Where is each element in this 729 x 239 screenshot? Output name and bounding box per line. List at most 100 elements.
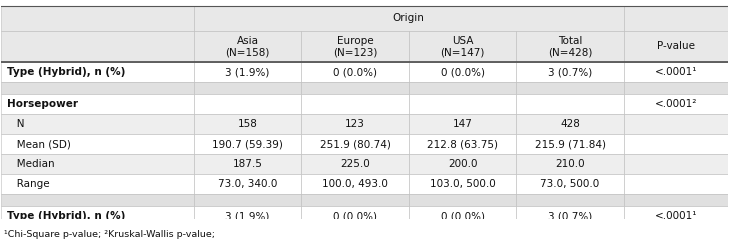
Bar <box>516 94 624 114</box>
Text: 158: 158 <box>238 119 257 129</box>
Text: 0 (0.0%): 0 (0.0%) <box>333 211 377 221</box>
Text: Origin: Origin <box>393 13 425 23</box>
Bar <box>1 62 194 82</box>
Bar <box>516 154 624 174</box>
Text: <.0001¹: <.0001¹ <box>655 211 697 221</box>
Bar <box>194 134 301 154</box>
Text: 200.0: 200.0 <box>448 159 477 169</box>
Text: Type (Hybrid), n (%): Type (Hybrid), n (%) <box>7 67 125 77</box>
Bar <box>409 31 516 62</box>
Bar <box>1 134 194 154</box>
Bar <box>516 114 624 134</box>
Bar <box>194 31 301 62</box>
Text: 3 (1.9%): 3 (1.9%) <box>225 67 270 77</box>
Bar <box>301 134 409 154</box>
Text: Mean (SD): Mean (SD) <box>7 139 71 149</box>
Bar <box>301 82 409 94</box>
Bar <box>194 194 301 206</box>
Bar <box>624 94 728 114</box>
Bar <box>409 154 516 174</box>
Text: 3 (0.7%): 3 (0.7%) <box>548 211 592 221</box>
Bar <box>624 134 728 154</box>
Text: 0 (0.0%): 0 (0.0%) <box>440 211 485 221</box>
Text: 123: 123 <box>345 119 365 129</box>
Bar <box>516 134 624 154</box>
Text: 73.0, 340.0: 73.0, 340.0 <box>218 179 277 189</box>
Bar <box>301 62 409 82</box>
Text: USA
(N=147): USA (N=147) <box>440 36 485 57</box>
Bar <box>194 62 301 82</box>
Text: Asia
(N=158): Asia (N=158) <box>225 36 270 57</box>
Bar <box>516 194 624 206</box>
Bar <box>301 114 409 134</box>
Bar <box>409 206 516 226</box>
Text: Median: Median <box>7 159 55 169</box>
Bar <box>516 206 624 226</box>
Bar <box>409 82 516 94</box>
Bar <box>1 94 194 114</box>
Text: 0 (0.0%): 0 (0.0%) <box>333 67 377 77</box>
Bar <box>624 194 728 206</box>
Bar <box>1 154 194 174</box>
Text: 147: 147 <box>453 119 472 129</box>
Bar <box>301 94 409 114</box>
Bar <box>624 114 728 134</box>
Bar <box>409 94 516 114</box>
Bar <box>194 154 301 174</box>
Bar <box>624 6 728 31</box>
Text: 73.0, 500.0: 73.0, 500.0 <box>540 179 600 189</box>
Bar <box>194 114 301 134</box>
Text: 190.7 (59.39): 190.7 (59.39) <box>212 139 283 149</box>
Bar <box>1 174 194 194</box>
Bar <box>624 174 728 194</box>
Bar <box>1 82 194 94</box>
Text: Total
(N=428): Total (N=428) <box>547 36 592 57</box>
Bar <box>194 94 301 114</box>
Bar <box>409 194 516 206</box>
Text: 251.9 (80.74): 251.9 (80.74) <box>319 139 391 149</box>
Text: <.0001²: <.0001² <box>655 99 697 109</box>
Text: 3 (1.9%): 3 (1.9%) <box>225 211 270 221</box>
Text: 215.9 (71.84): 215.9 (71.84) <box>534 139 606 149</box>
Text: Range: Range <box>7 179 50 189</box>
Bar <box>301 174 409 194</box>
Bar <box>301 31 409 62</box>
Text: 100.0, 493.0: 100.0, 493.0 <box>322 179 388 189</box>
Bar <box>624 154 728 174</box>
Bar <box>194 174 301 194</box>
Bar <box>409 174 516 194</box>
Text: 187.5: 187.5 <box>233 159 262 169</box>
Bar <box>624 82 728 94</box>
Text: Europe
(N=123): Europe (N=123) <box>333 36 377 57</box>
Text: 428: 428 <box>560 119 580 129</box>
Bar <box>301 194 409 206</box>
Text: 212.8 (63.75): 212.8 (63.75) <box>427 139 498 149</box>
Text: N: N <box>7 119 25 129</box>
Text: Horsepower: Horsepower <box>7 99 78 109</box>
Bar <box>1 6 194 31</box>
Bar <box>1 31 194 62</box>
Text: P-value: P-value <box>657 42 695 51</box>
Bar <box>409 114 516 134</box>
Bar <box>409 134 516 154</box>
Bar <box>1 194 194 206</box>
Bar <box>624 62 728 82</box>
Bar <box>624 31 728 62</box>
Bar <box>301 206 409 226</box>
Text: 0 (0.0%): 0 (0.0%) <box>440 67 485 77</box>
Bar <box>516 62 624 82</box>
Bar <box>301 154 409 174</box>
Bar <box>194 82 301 94</box>
Bar <box>194 6 624 31</box>
Bar <box>409 62 516 82</box>
Bar <box>516 174 624 194</box>
Bar <box>1 206 194 226</box>
Bar <box>516 31 624 62</box>
Text: 225.0: 225.0 <box>340 159 370 169</box>
Text: 210.0: 210.0 <box>555 159 585 169</box>
Bar <box>624 206 728 226</box>
Text: <.0001¹: <.0001¹ <box>655 67 697 77</box>
Text: Type (Hybrid), n (%): Type (Hybrid), n (%) <box>7 211 125 221</box>
Bar <box>516 82 624 94</box>
Bar <box>1 114 194 134</box>
